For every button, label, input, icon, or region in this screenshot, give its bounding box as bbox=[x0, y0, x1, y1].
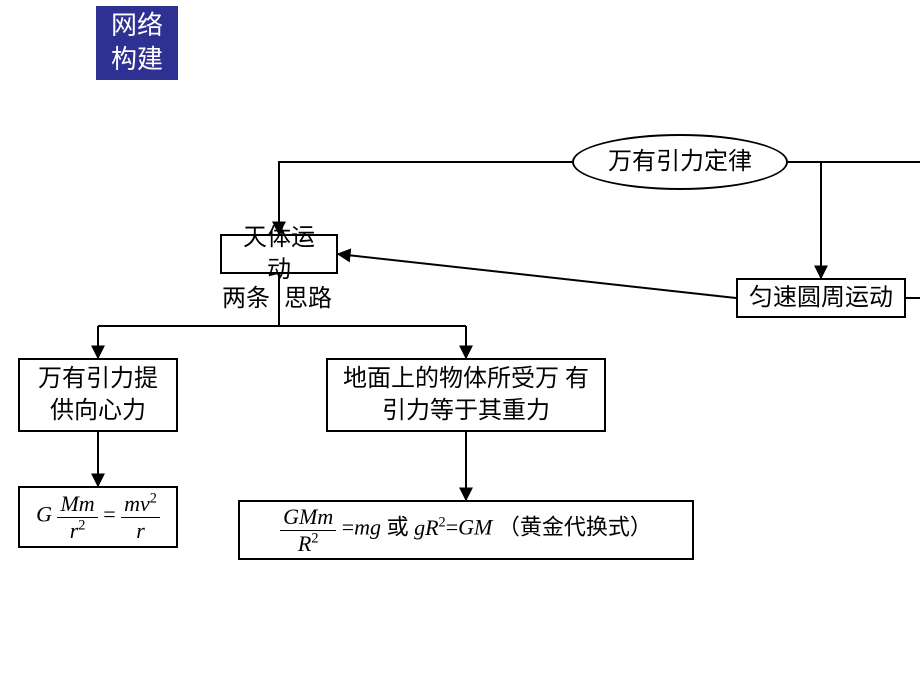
badge-text: 网络 构建 bbox=[111, 9, 163, 77]
eq2-or: 或 bbox=[387, 515, 409, 540]
flow-edges bbox=[0, 0, 920, 690]
eq1-frac2: mv2 r bbox=[121, 492, 160, 541]
eq2-mg: mg bbox=[354, 515, 381, 540]
node-left1-text: 万有引力提 供向心力 bbox=[30, 363, 166, 428]
eq1-r: r bbox=[121, 518, 160, 542]
eq2-frac: GMm R2 bbox=[280, 505, 336, 554]
eq2-eq1: = bbox=[342, 515, 354, 540]
eq2-GMm: GMm bbox=[280, 505, 336, 530]
node-celestial-text: 天体运动 bbox=[232, 222, 326, 287]
eq1-content: G Mm r2 = mv2 r bbox=[36, 492, 160, 541]
node-uniform-circular: 匀速圆周运动 bbox=[736, 278, 906, 318]
node-ucm-text: 匀速圆周运动 bbox=[749, 282, 893, 314]
node-right1-text: 地面上的物体所受万 有引力等于其重力 bbox=[338, 363, 594, 428]
node-root-text: 万有引力定律 bbox=[608, 146, 752, 178]
eq1-mv2: mv2 bbox=[121, 492, 160, 517]
eq1-equals: = bbox=[103, 502, 121, 527]
eq1-frac1: Mm r2 bbox=[57, 492, 97, 541]
node-celestial-motion: 天体运动 bbox=[220, 234, 338, 274]
section-badge: 网络 构建 bbox=[96, 6, 178, 80]
eq2-R2: R2 bbox=[280, 531, 336, 555]
eq2-GM: GM bbox=[458, 515, 492, 540]
eq1-G: G bbox=[36, 502, 52, 527]
eq2-note: （黄金代换式） bbox=[498, 515, 652, 540]
node-gravity-centripetal: 万有引力提 供向心力 bbox=[18, 358, 178, 432]
node-root: 万有引力定律 bbox=[572, 134, 788, 190]
eq1-Mm: Mm bbox=[57, 492, 97, 517]
node-surface-gravity: 地面上的物体所受万 有引力等于其重力 bbox=[326, 358, 606, 432]
eq2-content: GMm R2 =mg 或 gR2=GM （黄金代换式） bbox=[280, 505, 652, 554]
node-equation-1: G Mm r2 = mv2 r bbox=[18, 486, 178, 548]
eq1-r2: r2 bbox=[57, 518, 97, 542]
node-equation-2: GMm R2 =mg 或 gR2=GM （黄金代换式） bbox=[238, 500, 694, 560]
eq2-gR2: gR2 bbox=[414, 515, 446, 540]
label-two: 两条 bbox=[222, 278, 270, 313]
label-silu: 思路 bbox=[284, 278, 332, 313]
